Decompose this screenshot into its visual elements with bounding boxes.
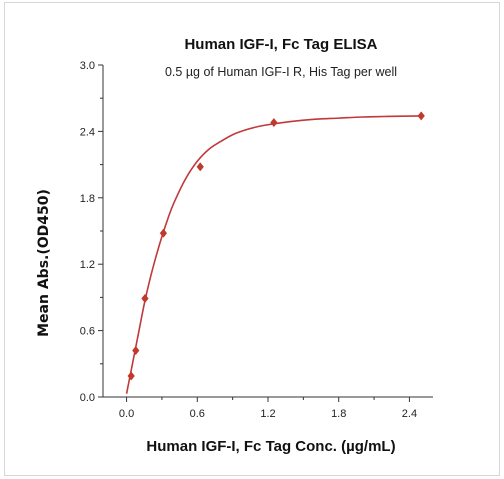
data-point-diamond [196,162,204,172]
x-tick-label: 1.8 [331,408,346,420]
data-point-diamond [127,371,135,381]
data-points [127,111,425,381]
y-tick-label: 1.8 [80,193,95,205]
x-tick-label: 1.2 [260,408,275,420]
fit-curve-group [125,115,422,394]
data-point-diamond [270,117,278,128]
y-ticks: 0.0 0.6 1.2 1.8 2.4 3.0 [80,60,103,404]
x-tick-label: 2.4 [402,408,417,420]
chart-frame: Human IGF-I, Fc Tag ELISA 0.5 µg of Huma… [4,2,500,476]
x-axis-label: Human IGF-I, Fc Tag Conc. (µg/mL) [146,438,395,455]
fit-curve [125,115,422,394]
x-ticks: 0.0 0.6 1.2 1.8 2.4 [119,397,417,420]
chart-subtitle: 0.5 µg of Human IGF-I R, His Tag per wel… [165,65,397,79]
y-tick-label: 0.0 [80,392,95,404]
y-tick-label: 1.2 [80,259,95,271]
axes [102,65,433,398]
data-point-diamond [132,345,140,356]
y-tick-label: 2.4 [80,126,95,138]
data-point-diamond [159,228,168,238]
x-tick-label: 0.6 [190,408,205,420]
data-point-diamond [141,293,149,304]
x-tick-label: 0.0 [119,408,134,420]
y-axis-label: Mean Abs.(OD450) [36,189,52,337]
elisa-chart: Human IGF-I, Fc Tag ELISA 0.5 µg of Huma… [36,36,433,455]
y-tick-label: 0.6 [80,326,95,338]
chart-title: Human IGF-I, Fc Tag ELISA [184,36,377,53]
y-tick-label: 3.0 [80,60,95,72]
data-point-diamond [417,111,425,121]
